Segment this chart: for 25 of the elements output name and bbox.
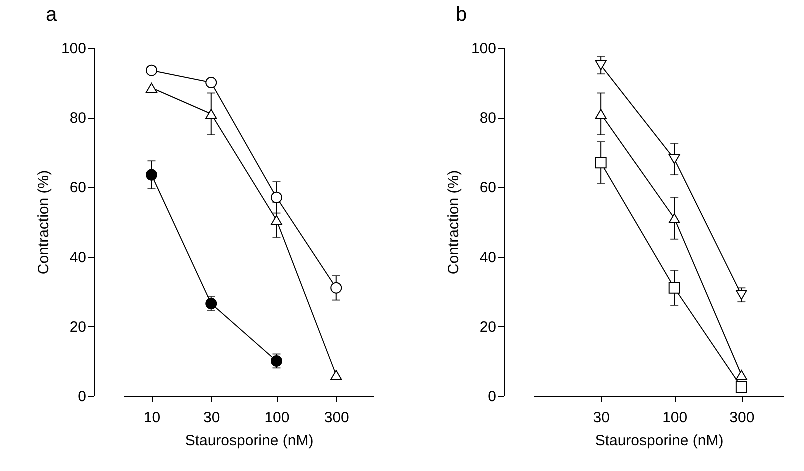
x-tick-label: 100	[662, 410, 688, 426]
y-tick-label: 40	[70, 249, 86, 266]
y-tick-label: 100	[61, 40, 86, 58]
y-tick-label: 60	[480, 180, 496, 197]
y-tick-label: 80	[480, 110, 496, 128]
y-tick-label: 20	[70, 318, 86, 336]
x-tick-label: 300	[324, 410, 350, 426]
x-tick-label: 30	[593, 410, 610, 426]
y-tick-label: 80	[70, 110, 86, 128]
y-axis-title: Contraction (%)	[445, 170, 462, 275]
x-tick-label: 10	[144, 410, 161, 426]
y-tick-label: 0	[488, 388, 496, 406]
y-axis-title: Contraction (%)	[35, 170, 52, 275]
y-tick-label: 20	[480, 318, 496, 336]
x-tick-label: 30	[204, 410, 220, 426]
x-axis-title: Staurosporine (nM)	[185, 432, 314, 450]
x-tick-label: 100	[264, 410, 290, 426]
chart-title: b	[456, 4, 468, 26]
x-tick-label: 300	[730, 410, 755, 426]
y-tick-label: 60	[70, 180, 86, 197]
y-tick-label: 0	[78, 388, 86, 406]
chart-title: a	[46, 4, 58, 26]
x-axis-title: Staurosporine (nM)	[595, 432, 724, 450]
y-tick-label: 100	[471, 40, 496, 58]
y-tick-label: 40	[480, 249, 496, 266]
